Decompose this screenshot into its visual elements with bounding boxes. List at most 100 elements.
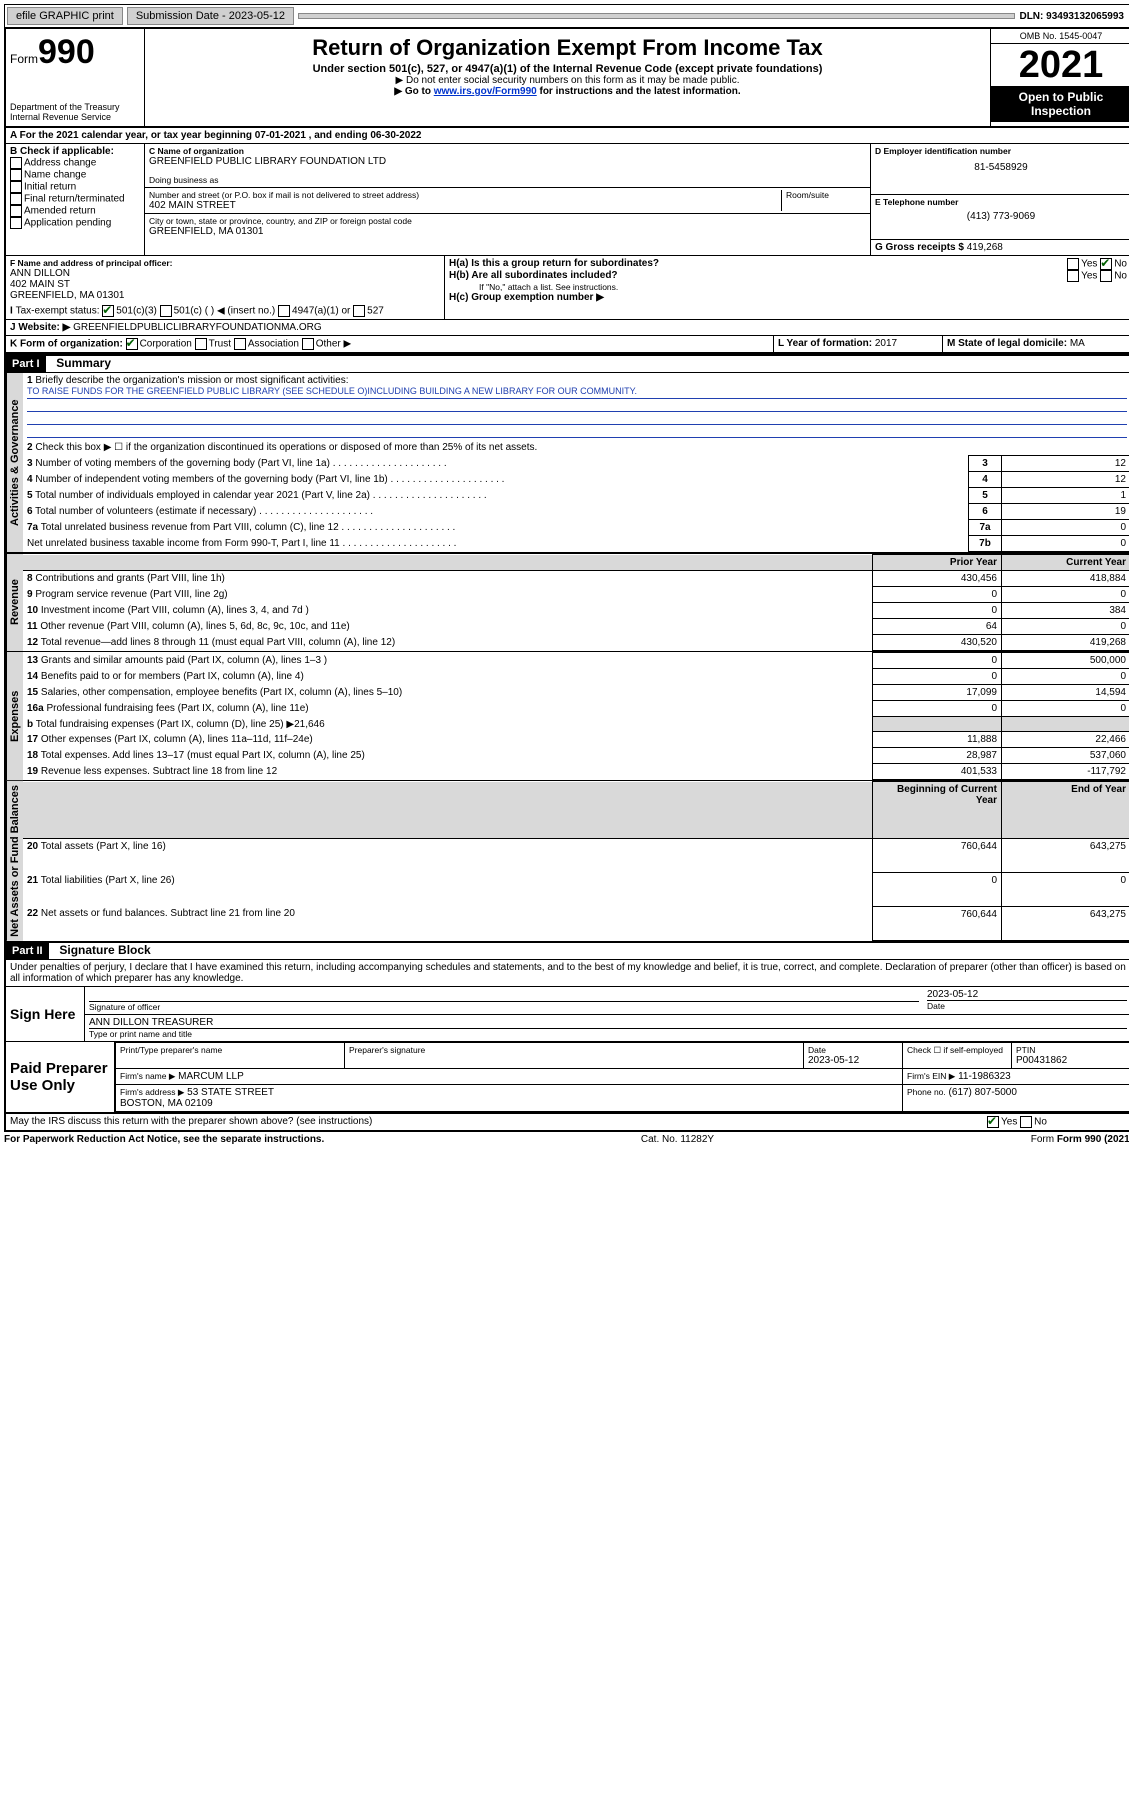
form-note1: ▶ Do not enter social security numbers o…: [149, 75, 986, 86]
checkbox-501c[interactable]: [160, 305, 172, 317]
prior-value: 760,644: [873, 906, 1002, 940]
current-value: 0: [1002, 587, 1129, 603]
box-b-item: Initial return: [24, 182, 76, 193]
room-label: Room/suite: [782, 190, 866, 211]
prior-value: 0: [873, 603, 1002, 619]
hb-no: No: [1114, 271, 1127, 282]
prior-value: 64: [873, 619, 1002, 635]
sig-officer-label: Signature of officer: [89, 1002, 919, 1012]
checkbox-other[interactable]: [302, 338, 314, 350]
box-f: F Name and address of principal officer:…: [6, 256, 445, 319]
table-row: 4 Number of independent voting members o…: [23, 472, 969, 488]
line-a-end: 06-30-2022: [370, 130, 421, 141]
current-value: 0: [1002, 669, 1129, 685]
prior-value: 430,456: [873, 571, 1002, 587]
part2-header-row: Part II Signature Block: [4, 943, 1129, 960]
line-value: 19: [1002, 504, 1129, 520]
q1-label: Briefly describe the organization's miss…: [35, 375, 348, 386]
firm-name-label: Firm's name ▶: [120, 1071, 175, 1081]
ha-no: No: [1114, 259, 1127, 270]
line-value: 0: [1002, 536, 1129, 552]
table-row: 8 Contributions and grants (Part VIII, l…: [23, 571, 873, 587]
col-current: Current Year: [1002, 555, 1129, 571]
table-row: 14 Benefits paid to or for members (Part…: [23, 669, 873, 685]
opt-trust: Trust: [209, 339, 231, 350]
note2-post: for instructions and the latest informat…: [537, 86, 741, 97]
governance-table: 3 Number of voting members of the govern…: [23, 455, 1129, 552]
efile-button[interactable]: efile GRAPHIC print: [7, 7, 123, 25]
box-hb-note: If "No," attach a list. See instructions…: [449, 282, 1127, 292]
checkbox-corp[interactable]: [126, 338, 138, 350]
prior-value: 0: [873, 873, 1002, 907]
table-row: 21 Total liabilities (Part X, line 26): [23, 873, 873, 907]
current-value: 500,000: [1002, 653, 1129, 669]
checkbox-501c3[interactable]: [102, 305, 114, 317]
officer-name: ANN DILLON: [10, 268, 440, 279]
firm-ein-label: Firm's EIN ▶: [907, 1071, 955, 1081]
box-l-label: L Year of formation:: [778, 338, 872, 349]
discuss-no: No: [1034, 1116, 1047, 1127]
checkbox-ha-no[interactable]: [1100, 258, 1112, 270]
current-value: 0: [1002, 619, 1129, 635]
checkbox-initial-return[interactable]: [10, 181, 22, 193]
bcd-block: B Check if applicable: Address change Na…: [4, 144, 1129, 256]
line-j: J Website: ▶ GREENFIELDPUBLICLIBRARYFOUN…: [4, 320, 1129, 336]
submission-date-button[interactable]: Submission Date - 2023-05-12: [127, 7, 294, 25]
year-formation: 2017: [875, 338, 897, 349]
checkbox-final-return[interactable]: [10, 193, 22, 205]
checkbox-ha-yes[interactable]: [1067, 258, 1079, 270]
line-value: 1: [1002, 488, 1129, 504]
prior-value: 17,099: [873, 685, 1002, 701]
note2-pre: ▶ Go to: [394, 86, 433, 97]
checkbox-app-pending[interactable]: [10, 217, 22, 229]
opt-501c3: 501(c)(3): [116, 306, 157, 317]
line-value: 12: [1002, 472, 1129, 488]
ptin-label: PTIN: [1016, 1045, 1126, 1055]
line-a-pre: For the 2021 calendar year, or tax year …: [20, 130, 255, 141]
part2-title: Signature Block: [51, 943, 150, 957]
checkbox-hb-no[interactable]: [1100, 270, 1112, 282]
officer-city: GREENFIELD, MA 01301: [10, 290, 440, 301]
paid-preparer-label: Paid Preparer Use Only: [6, 1042, 115, 1112]
fh-block: F Name and address of principal officer:…: [4, 256, 1129, 320]
current-value: 419,268: [1002, 635, 1129, 651]
part2-badge: Part II: [6, 943, 49, 959]
form-subtitle: Under section 501(c), 527, or 4947(a)(1)…: [149, 63, 986, 75]
opt-corp: Corporation: [140, 339, 192, 350]
checkbox-address-change[interactable]: [10, 157, 22, 169]
table-row: 22 Net assets or fund balances. Subtract…: [23, 906, 873, 940]
footer-left: For Paperwork Reduction Act Notice, see …: [4, 1134, 324, 1145]
table-row: 19 Revenue less expenses. Subtract line …: [23, 764, 873, 780]
phone-value: (413) 773-9069: [875, 207, 1127, 222]
line-box: 5: [969, 488, 1002, 504]
line-box: 7b: [969, 536, 1002, 552]
box-e-label: E Telephone number: [875, 197, 1127, 207]
mission-blank: [27, 412, 1127, 425]
checkbox-hb-yes[interactable]: [1067, 270, 1079, 282]
checkbox-discuss-yes[interactable]: [987, 1116, 999, 1128]
part1-title: Summary: [48, 356, 111, 370]
firm-addr-label: Firm's address ▶: [120, 1087, 184, 1097]
preparer-table: Print/Type preparer's name Preparer's si…: [115, 1042, 1129, 1112]
firm-ein: 11-1986323: [958, 1071, 1011, 1082]
current-value: 643,275: [1002, 839, 1129, 873]
netassets-table: Beginning of Current Year End of Year 20…: [23, 781, 1129, 941]
dln-label: DLN: 93493132065993: [1019, 11, 1129, 22]
vlabel-revenue: Revenue: [6, 554, 23, 651]
checkbox-amended[interactable]: [10, 205, 22, 217]
box-b-item: Application pending: [24, 218, 111, 229]
checkbox-527[interactable]: [353, 305, 365, 317]
checkbox-4947[interactable]: [278, 305, 290, 317]
prior-value: [873, 717, 1002, 732]
checkbox-trust[interactable]: [195, 338, 207, 350]
box-hb-label: H(b) Are all subordinates included?: [449, 270, 1067, 282]
line-a-mid: , and ending: [309, 130, 371, 141]
prior-value: 0: [873, 587, 1002, 603]
governance-section: Activities & Governance 1 Briefly descri…: [4, 373, 1129, 554]
checkbox-name-change[interactable]: [10, 169, 22, 181]
checkbox-assoc[interactable]: [234, 338, 246, 350]
klm-block: K Form of organization: Corporation Trus…: [4, 336, 1129, 354]
irs-link[interactable]: www.irs.gov/Form990: [434, 86, 537, 97]
org-address: 402 MAIN STREET: [149, 200, 781, 211]
checkbox-discuss-no[interactable]: [1020, 1116, 1032, 1128]
